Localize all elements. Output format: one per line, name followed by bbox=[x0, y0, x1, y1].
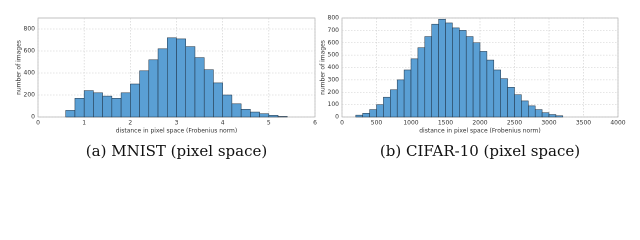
bar bbox=[148, 59, 159, 118]
y-tick-label: 600 bbox=[328, 39, 340, 46]
x-tick-label: 3000 bbox=[541, 120, 556, 127]
bar bbox=[194, 57, 205, 118]
bar bbox=[548, 114, 557, 118]
x-axis-label: distance in pixel space (Frobenius norm) bbox=[419, 128, 541, 135]
bar bbox=[250, 111, 260, 118]
y-axis-label: number of images bbox=[320, 40, 327, 95]
bar bbox=[74, 98, 85, 118]
bar bbox=[403, 69, 412, 118]
bar bbox=[65, 110, 76, 118]
caption: (a) MNIST (pixel space) bbox=[86, 142, 267, 160]
x-tick-label: 1000 bbox=[403, 120, 418, 127]
bar bbox=[157, 48, 168, 118]
bar bbox=[514, 94, 522, 118]
bar bbox=[486, 59, 495, 118]
bar bbox=[500, 78, 508, 118]
bar bbox=[111, 98, 122, 118]
bar bbox=[465, 36, 474, 118]
bar bbox=[452, 27, 460, 118]
x-tick-label: 2500 bbox=[507, 120, 522, 127]
bar bbox=[417, 47, 426, 118]
y-tick-label: 700 bbox=[328, 27, 340, 34]
y-tick-label: 200 bbox=[328, 89, 340, 96]
bar bbox=[130, 83, 140, 118]
bar bbox=[268, 115, 279, 118]
bar bbox=[534, 109, 543, 118]
x-tick-label: 1 bbox=[82, 120, 86, 127]
y-tick-label: 200 bbox=[24, 92, 36, 99]
x-tick-label: 2 bbox=[128, 120, 132, 127]
bar bbox=[410, 58, 419, 118]
x-tick-label: 500 bbox=[371, 120, 383, 127]
bar bbox=[459, 30, 467, 118]
bar bbox=[507, 87, 515, 118]
x-axis-label: distance in pixel space (Frobenius norm) bbox=[116, 128, 238, 135]
bar bbox=[396, 79, 405, 118]
bar bbox=[369, 109, 377, 118]
bar bbox=[167, 37, 177, 118]
bar bbox=[493, 69, 501, 118]
bar bbox=[259, 113, 270, 118]
x-tick-label: 2000 bbox=[472, 120, 487, 127]
bar bbox=[431, 23, 439, 118]
bar bbox=[445, 22, 453, 118]
bar bbox=[240, 109, 251, 118]
bar bbox=[424, 36, 432, 118]
bar bbox=[472, 42, 481, 118]
bar bbox=[438, 18, 446, 118]
bar bbox=[362, 113, 370, 118]
bar bbox=[213, 82, 223, 118]
bar bbox=[277, 116, 288, 118]
bar bbox=[383, 96, 391, 118]
y-tick-label: 0 bbox=[31, 114, 35, 121]
bar bbox=[185, 46, 196, 118]
y-tick-label: 0 bbox=[335, 114, 339, 121]
x-tick-label: 1500 bbox=[438, 120, 453, 127]
bar bbox=[528, 105, 536, 118]
x-tick-label: 4 bbox=[221, 120, 225, 127]
bar bbox=[83, 90, 94, 118]
bar bbox=[541, 112, 550, 118]
x-tick-label: 5 bbox=[267, 120, 271, 127]
bar bbox=[203, 69, 214, 118]
x-tick-label: 3500 bbox=[576, 120, 591, 127]
bar bbox=[139, 70, 150, 118]
y-tick-label: 100 bbox=[328, 101, 340, 108]
bar bbox=[555, 115, 564, 118]
figure: 0 200 400 600 800 0 1 2 3 4 5 6 distance in pixel sp… bbox=[16, 15, 626, 161]
bar bbox=[390, 89, 398, 118]
caption: (b) CIFAR-10 (pixel space) bbox=[380, 142, 580, 160]
x-tick-label: 0 bbox=[340, 120, 344, 127]
x-tick-label: 0 bbox=[36, 120, 40, 127]
y-axis-label: number of images bbox=[16, 40, 23, 95]
bar bbox=[479, 51, 488, 118]
y-tick-label: 500 bbox=[328, 52, 340, 59]
bar bbox=[231, 103, 242, 118]
y-tick-label: 600 bbox=[24, 48, 36, 55]
x-tick-label: 4000 bbox=[610, 120, 625, 127]
bar bbox=[355, 114, 363, 118]
y-tick-label: 300 bbox=[328, 76, 340, 83]
bar bbox=[93, 92, 103, 118]
bar bbox=[102, 95, 113, 118]
bar bbox=[176, 38, 186, 118]
y-tick-label: 400 bbox=[328, 64, 340, 71]
y-tick-label: 800 bbox=[24, 26, 36, 33]
x-tick-label: 3 bbox=[175, 120, 179, 127]
bar bbox=[521, 100, 529, 118]
bar bbox=[376, 104, 384, 118]
bar bbox=[222, 94, 233, 118]
x-tick-label: 6 bbox=[313, 120, 317, 127]
bar bbox=[120, 92, 131, 118]
y-tick-label: 400 bbox=[24, 70, 36, 77]
y-tick-label: 800 bbox=[328, 15, 340, 22]
